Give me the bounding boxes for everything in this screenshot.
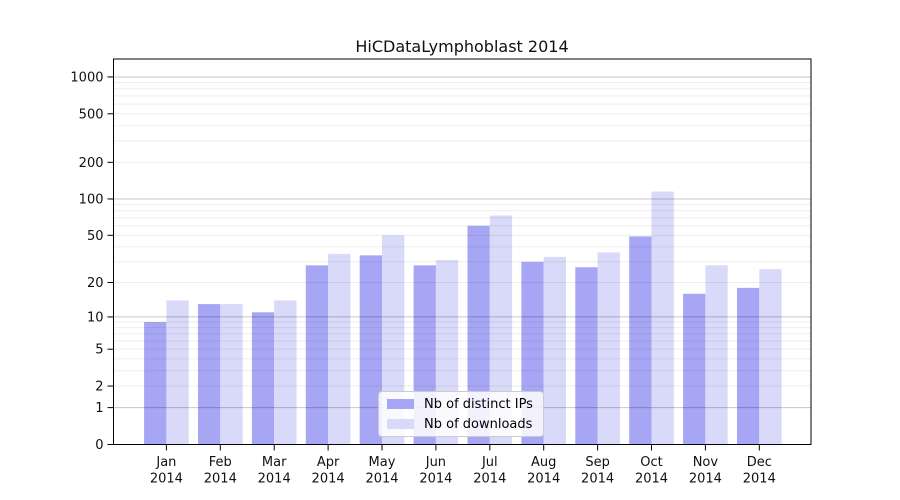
bar-ips-oct [629, 236, 652, 445]
x-tick-label-year: 2014 [743, 472, 776, 487]
bar-ips-nov [683, 293, 706, 445]
legend-label-ips: Nb of distinct IPs [424, 396, 533, 412]
chart-title: HiCDataLymphoblast 2014 [355, 37, 568, 56]
y-tick-label: 100 [79, 192, 104, 207]
bar-downloads-apr [328, 253, 351, 445]
bar-downloads-sep [597, 252, 620, 445]
x-tick-label-year: 2014 [150, 472, 183, 487]
bar-ips-feb [198, 304, 221, 445]
x-tick-label-year: 2014 [258, 472, 291, 487]
y-tick-label: 0 [95, 438, 103, 453]
x-tick-label-year: 2014 [689, 472, 722, 487]
x-tick-label-month: Apr [317, 455, 340, 470]
y-tick-label: 2 [95, 380, 103, 395]
x-tick-label-month: Aug [531, 455, 556, 470]
legend-label-downloads: Nb of downloads [424, 416, 533, 432]
bar-downloads-dec [759, 269, 782, 445]
bar-ips-may [359, 255, 382, 445]
x-tick-label-year: 2014 [635, 472, 668, 487]
x-tick-label-year: 2014 [527, 472, 560, 487]
x-tick-label-year: 2014 [365, 472, 398, 487]
x-tick-label-year: 2014 [312, 472, 345, 487]
legend: Nb of distinct IPs Nb of downloads [378, 391, 544, 437]
bar-ips-apr [305, 265, 329, 445]
x-tick-label-month: Dec [747, 455, 772, 470]
x-tick-label-year: 2014 [473, 472, 506, 487]
x-tick-label-month: May [369, 455, 396, 470]
legend-swatch-ips-icon [387, 399, 414, 409]
bar-ips-dec [737, 287, 760, 445]
bar-ips-jul [467, 225, 490, 445]
bar-downloads-jul [489, 215, 513, 445]
x-tick-label-month: Feb [209, 455, 232, 470]
x-tick-label-month: Sep [585, 455, 610, 470]
x-tick-label-month: Oct [640, 455, 662, 470]
legend-item-ips: Nb of distinct IPs [379, 394, 543, 414]
bar-ips-mar [251, 312, 275, 445]
x-tick-label-month: Nov [693, 455, 719, 470]
bar-ips-jan [144, 322, 167, 445]
y-tick-label: 20 [87, 276, 104, 291]
bar-downloads-nov [705, 265, 728, 445]
x-tick-label-year: 2014 [204, 472, 237, 487]
y-tick-label: 500 [79, 107, 104, 122]
x-tick-label-month: Jul [481, 455, 498, 470]
y-tick-label: 10 [87, 310, 104, 325]
bar-downloads-mar [274, 300, 297, 445]
x-tick-label-month: Mar [262, 455, 287, 470]
y-tick-label: 1000 [70, 70, 103, 85]
x-tick-label-year: 2014 [581, 472, 614, 487]
legend-swatch-downloads-icon [387, 419, 414, 429]
x-tick-label-month: Jan [155, 455, 176, 470]
y-tick-label: 5 [95, 343, 103, 358]
bar-downloads-aug [543, 256, 566, 445]
y-tick-label: 50 [87, 229, 104, 244]
y-tick-label: 1 [95, 401, 103, 416]
bar-downloads-feb [220, 304, 243, 445]
bar-downloads-oct [651, 191, 674, 445]
bar-downloads-jan [166, 300, 189, 445]
y-tick-label: 200 [79, 156, 104, 171]
bar-ips-sep [575, 267, 598, 445]
plot-border [113, 58, 812, 445]
legend-item-downloads: Nb of downloads [379, 414, 543, 434]
x-tick-label-month: Jun [425, 455, 446, 470]
x-tick-label-year: 2014 [419, 472, 452, 487]
